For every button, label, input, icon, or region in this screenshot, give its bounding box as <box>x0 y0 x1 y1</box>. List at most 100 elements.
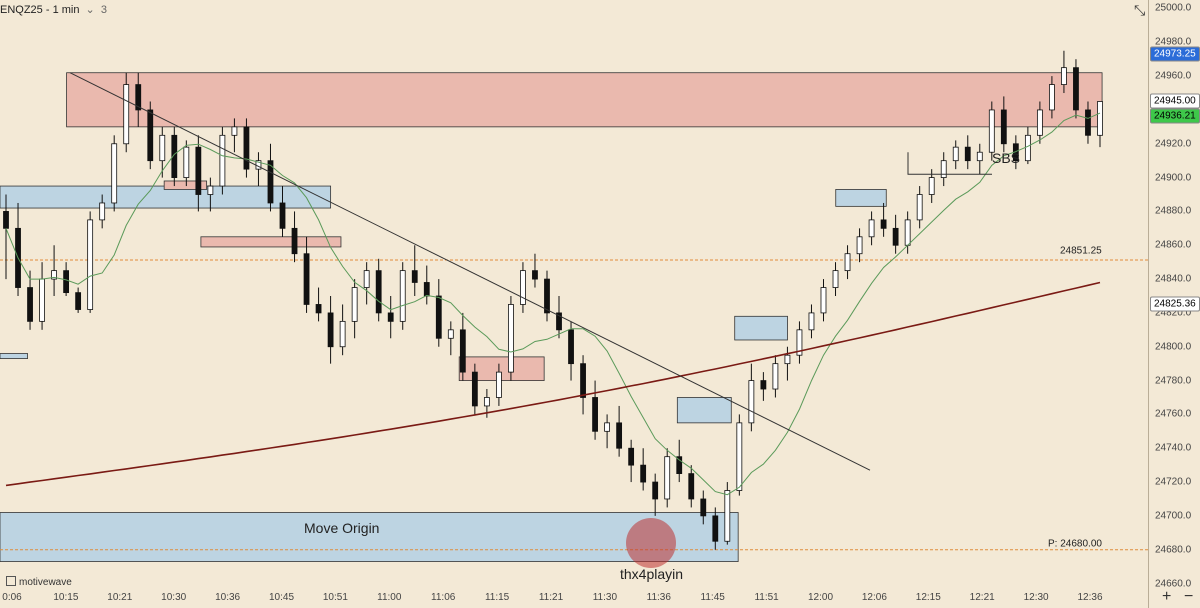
time-tick: 11:45 <box>700 592 725 603</box>
candle-body <box>544 278 550 314</box>
time-tick: 11:00 <box>377 592 402 603</box>
trendline <box>69 72 871 471</box>
price-tick: 24660.0 <box>1155 578 1192 590</box>
candle-body <box>1085 109 1091 136</box>
logo-text: motivewave <box>19 577 72 588</box>
price-tick: 24740.0 <box>1155 442 1192 454</box>
candle-body <box>99 202 106 221</box>
candle-body <box>820 287 827 314</box>
candle-body <box>1049 84 1055 111</box>
time-tick: 12:36 <box>1077 592 1103 603</box>
signoff-label: thx4playin <box>620 566 684 582</box>
candle-body <box>940 160 947 179</box>
time-tick: 11:15 <box>484 592 510 603</box>
candle-body <box>952 146 959 162</box>
candle-body <box>736 422 743 491</box>
candle-body <box>483 397 490 407</box>
price-tag: 24945.00 <box>1150 93 1200 109</box>
candle-body <box>327 312 334 348</box>
price-tick: 24820.0 <box>1155 307 1192 319</box>
collapse-icon[interactable]: ⤡ <box>1134 2 1146 18</box>
candle-body <box>892 227 899 246</box>
candle-body <box>1061 67 1067 85</box>
candle-body <box>1000 109 1007 145</box>
price-tag: 24936.21 <box>1150 108 1200 124</box>
demand-zone-8 <box>835 189 887 207</box>
time-tick: 12:15 <box>915 592 941 603</box>
candle-body <box>51 270 57 280</box>
candle-body <box>135 84 142 111</box>
candle-body <box>183 146 190 178</box>
candle-body <box>964 146 971 162</box>
candle-body <box>724 490 731 542</box>
price-chart[interactable] <box>0 0 1148 608</box>
time-tick: 0:06 <box>2 592 22 603</box>
candle-body <box>339 320 346 348</box>
p-level-label: P: 24680.00 <box>1048 538 1102 550</box>
price-tick: 24960.0 <box>1155 70 1192 82</box>
price-tag: 24825.36 <box>1150 296 1200 312</box>
price-tick: 25000.0 <box>1155 2 1192 14</box>
candle-body <box>63 270 70 294</box>
sbs-bracket <box>907 152 992 175</box>
candle-body <box>604 422 610 432</box>
candle-body <box>592 397 598 432</box>
candle-body <box>508 304 514 373</box>
time-tick: 10:21 <box>107 592 133 603</box>
time-tick: 11:30 <box>592 592 618 603</box>
chevron-down-icon[interactable]: ⌄ <box>85 4 95 16</box>
candle-body <box>267 160 274 204</box>
candle-body <box>159 134 166 162</box>
candle-body <box>868 219 875 238</box>
price-tag: 24973.25 <box>1150 46 1200 62</box>
candle-body <box>459 329 466 373</box>
demand-zone-9 <box>0 512 739 562</box>
low-marker <box>626 518 676 568</box>
time-tick: 12:30 <box>1023 592 1049 603</box>
zoom-in-icon[interactable]: + <box>1162 588 1172 605</box>
candle-body <box>279 202 286 229</box>
time-tick: 10:30 <box>161 592 187 603</box>
demand-zone-7 <box>676 397 732 424</box>
candle-body <box>688 473 695 500</box>
candle-body <box>712 515 719 542</box>
price-tick: 24680.0 <box>1155 544 1192 556</box>
symbol-header[interactable]: ENQZ25 - 1 min ⌄ 3 <box>0 3 107 16</box>
candle-body <box>832 270 839 288</box>
candle-body <box>351 287 358 322</box>
time-tick: 10:15 <box>53 592 79 603</box>
price-tick: 24760.0 <box>1155 408 1192 420</box>
fast-moving-average <box>5 112 1101 496</box>
candle-body <box>520 270 526 305</box>
candle-body <box>772 363 779 390</box>
candle-body <box>87 219 94 310</box>
time-tick: 12:21 <box>969 592 995 603</box>
candle-body <box>808 312 815 331</box>
candle-body <box>844 253 851 272</box>
time-tick: 11:21 <box>538 592 564 603</box>
candle-body <box>700 498 707 517</box>
candle-body <box>760 380 767 390</box>
candle-body <box>1036 109 1043 136</box>
price-tick: 24980.0 <box>1155 36 1192 48</box>
candle-body <box>676 456 683 474</box>
motivewave-logo: motivewave <box>6 576 72 588</box>
candle-body <box>880 219 887 229</box>
time-tick: 11:06 <box>431 592 456 603</box>
candle-body <box>111 143 118 204</box>
candle-body <box>423 282 430 297</box>
supply-zone-3 <box>200 236 342 248</box>
price-tick: 24860.0 <box>1155 239 1192 251</box>
candle-body <box>916 194 923 221</box>
price-tick: 24780.0 <box>1155 375 1192 387</box>
candle-body <box>27 287 33 322</box>
price-tick: 24880.0 <box>1155 205 1192 217</box>
candle-body <box>496 371 502 398</box>
price-tick: 24700.0 <box>1155 510 1192 522</box>
price-tick: 24720.0 <box>1155 476 1192 488</box>
candle-body <box>784 354 791 365</box>
zoom-out-icon[interactable]: − <box>1184 588 1194 605</box>
level-label: 24851.25 <box>1060 245 1102 257</box>
candle-body <box>928 177 935 195</box>
candle-body <box>375 270 382 314</box>
